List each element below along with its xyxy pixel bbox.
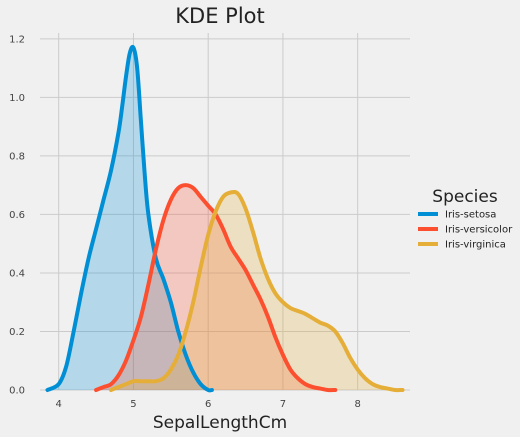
y-tick-label: 0.0 (9, 386, 25, 397)
legend-title: Species (432, 187, 498, 207)
y-tick-label: 0.6 (9, 210, 25, 221)
legend-label: Iris-setosa (445, 210, 496, 221)
legend: Species Iris-setosa Iris-versicolor Iris-v… (418, 187, 513, 251)
y-tick-label: 1.0 (9, 93, 25, 104)
legend-label: Iris-versicolor (445, 225, 513, 236)
density-lines (45, 44, 405, 393)
y-tick-label: 1.2 (9, 34, 25, 45)
x-axis-label: SepalLengthCm (153, 413, 287, 433)
legend-items: Iris-setosa Iris-versicolor Iris-virginica (418, 210, 513, 251)
x-tick-label: 8 (354, 399, 360, 410)
x-tick-label: 7 (280, 399, 286, 410)
y-tick-label: 0.4 (9, 268, 25, 279)
legend-label: Iris-virginica (445, 240, 506, 251)
grid (40, 33, 410, 391)
x-tick-label: 6 (205, 399, 211, 410)
x-tick-label: 5 (130, 399, 136, 410)
density-line-2 (109, 190, 405, 393)
density-line-0 (45, 44, 214, 393)
chart-title: KDE Plot (175, 4, 264, 28)
y-tick-label: 0.8 (9, 151, 25, 162)
tick-labels: 4 5 6 7 8 0.0 0.2 0.4 0.6 0.8 1.0 1.2 (9, 34, 361, 410)
x-tick-label: 4 (55, 399, 61, 410)
y-tick-label: 0.2 (9, 327, 25, 338)
